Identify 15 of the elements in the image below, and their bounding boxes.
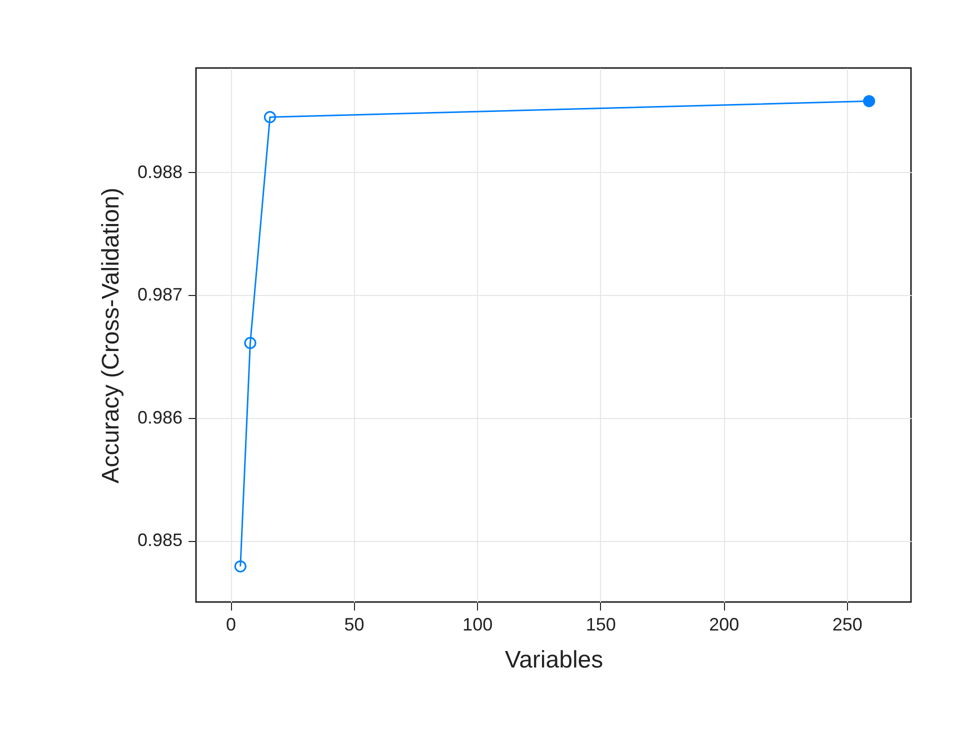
- y-tick-label: 0.985: [137, 530, 182, 550]
- point: [264, 111, 276, 124]
- point: [244, 336, 256, 350]
- y-tick-label: 0.987: [137, 284, 182, 305]
- point: [234, 560, 246, 572]
- x-tick-label: 200: [709, 614, 740, 634]
- x-tick-label: 100: [462, 614, 493, 634]
- x-tick-label: 50: [344, 614, 364, 634]
- y-tick-label: 0.988: [137, 162, 182, 182]
- x-axis-title: Variables: [504, 646, 604, 674]
- x-tick-label: 250: [832, 614, 862, 634]
- x-tick-label: 0: [226, 614, 236, 634]
- y-axis-title: Accuracy (Cross-Validation): [97, 188, 124, 484]
- x-tick-label: 150: [586, 614, 616, 634]
- y-tick-label: 0.986: [137, 407, 182, 428]
